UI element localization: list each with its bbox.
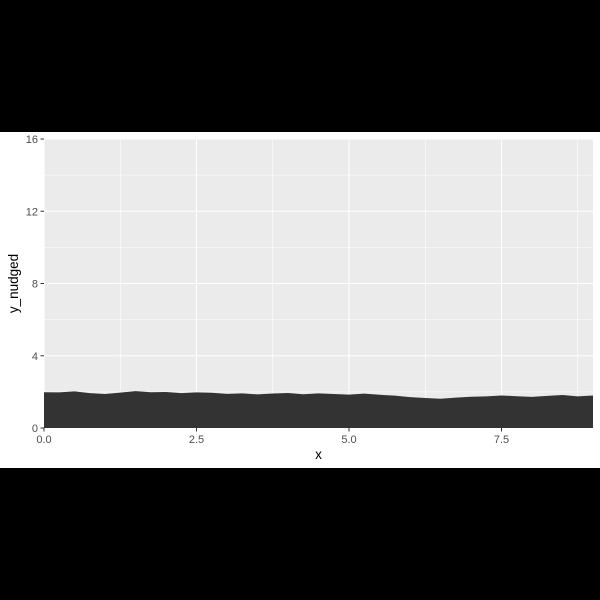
x-tick-label: 0.0 [36,434,51,446]
x-tick-label: 2.5 [189,434,204,446]
x-tick-label: 5.0 [341,434,356,446]
x-tick-label: 7.5 [494,434,509,446]
x-axis-ticks: 0.0 2.5 5.0 7.5 [36,428,509,446]
y-axis-title: y_nudged [6,254,21,313]
y-tick-label: 4 [32,351,38,363]
y-tick-label: 8 [32,279,38,291]
y-tick-label: 16 [26,134,38,146]
area-series [44,391,593,428]
y-axis-ticks: 0 4 8 12 16 [26,134,44,435]
y-tick-label: 12 [26,206,38,218]
y-tick-label: 0 [32,423,38,435]
x-axis-title: x [315,447,322,462]
